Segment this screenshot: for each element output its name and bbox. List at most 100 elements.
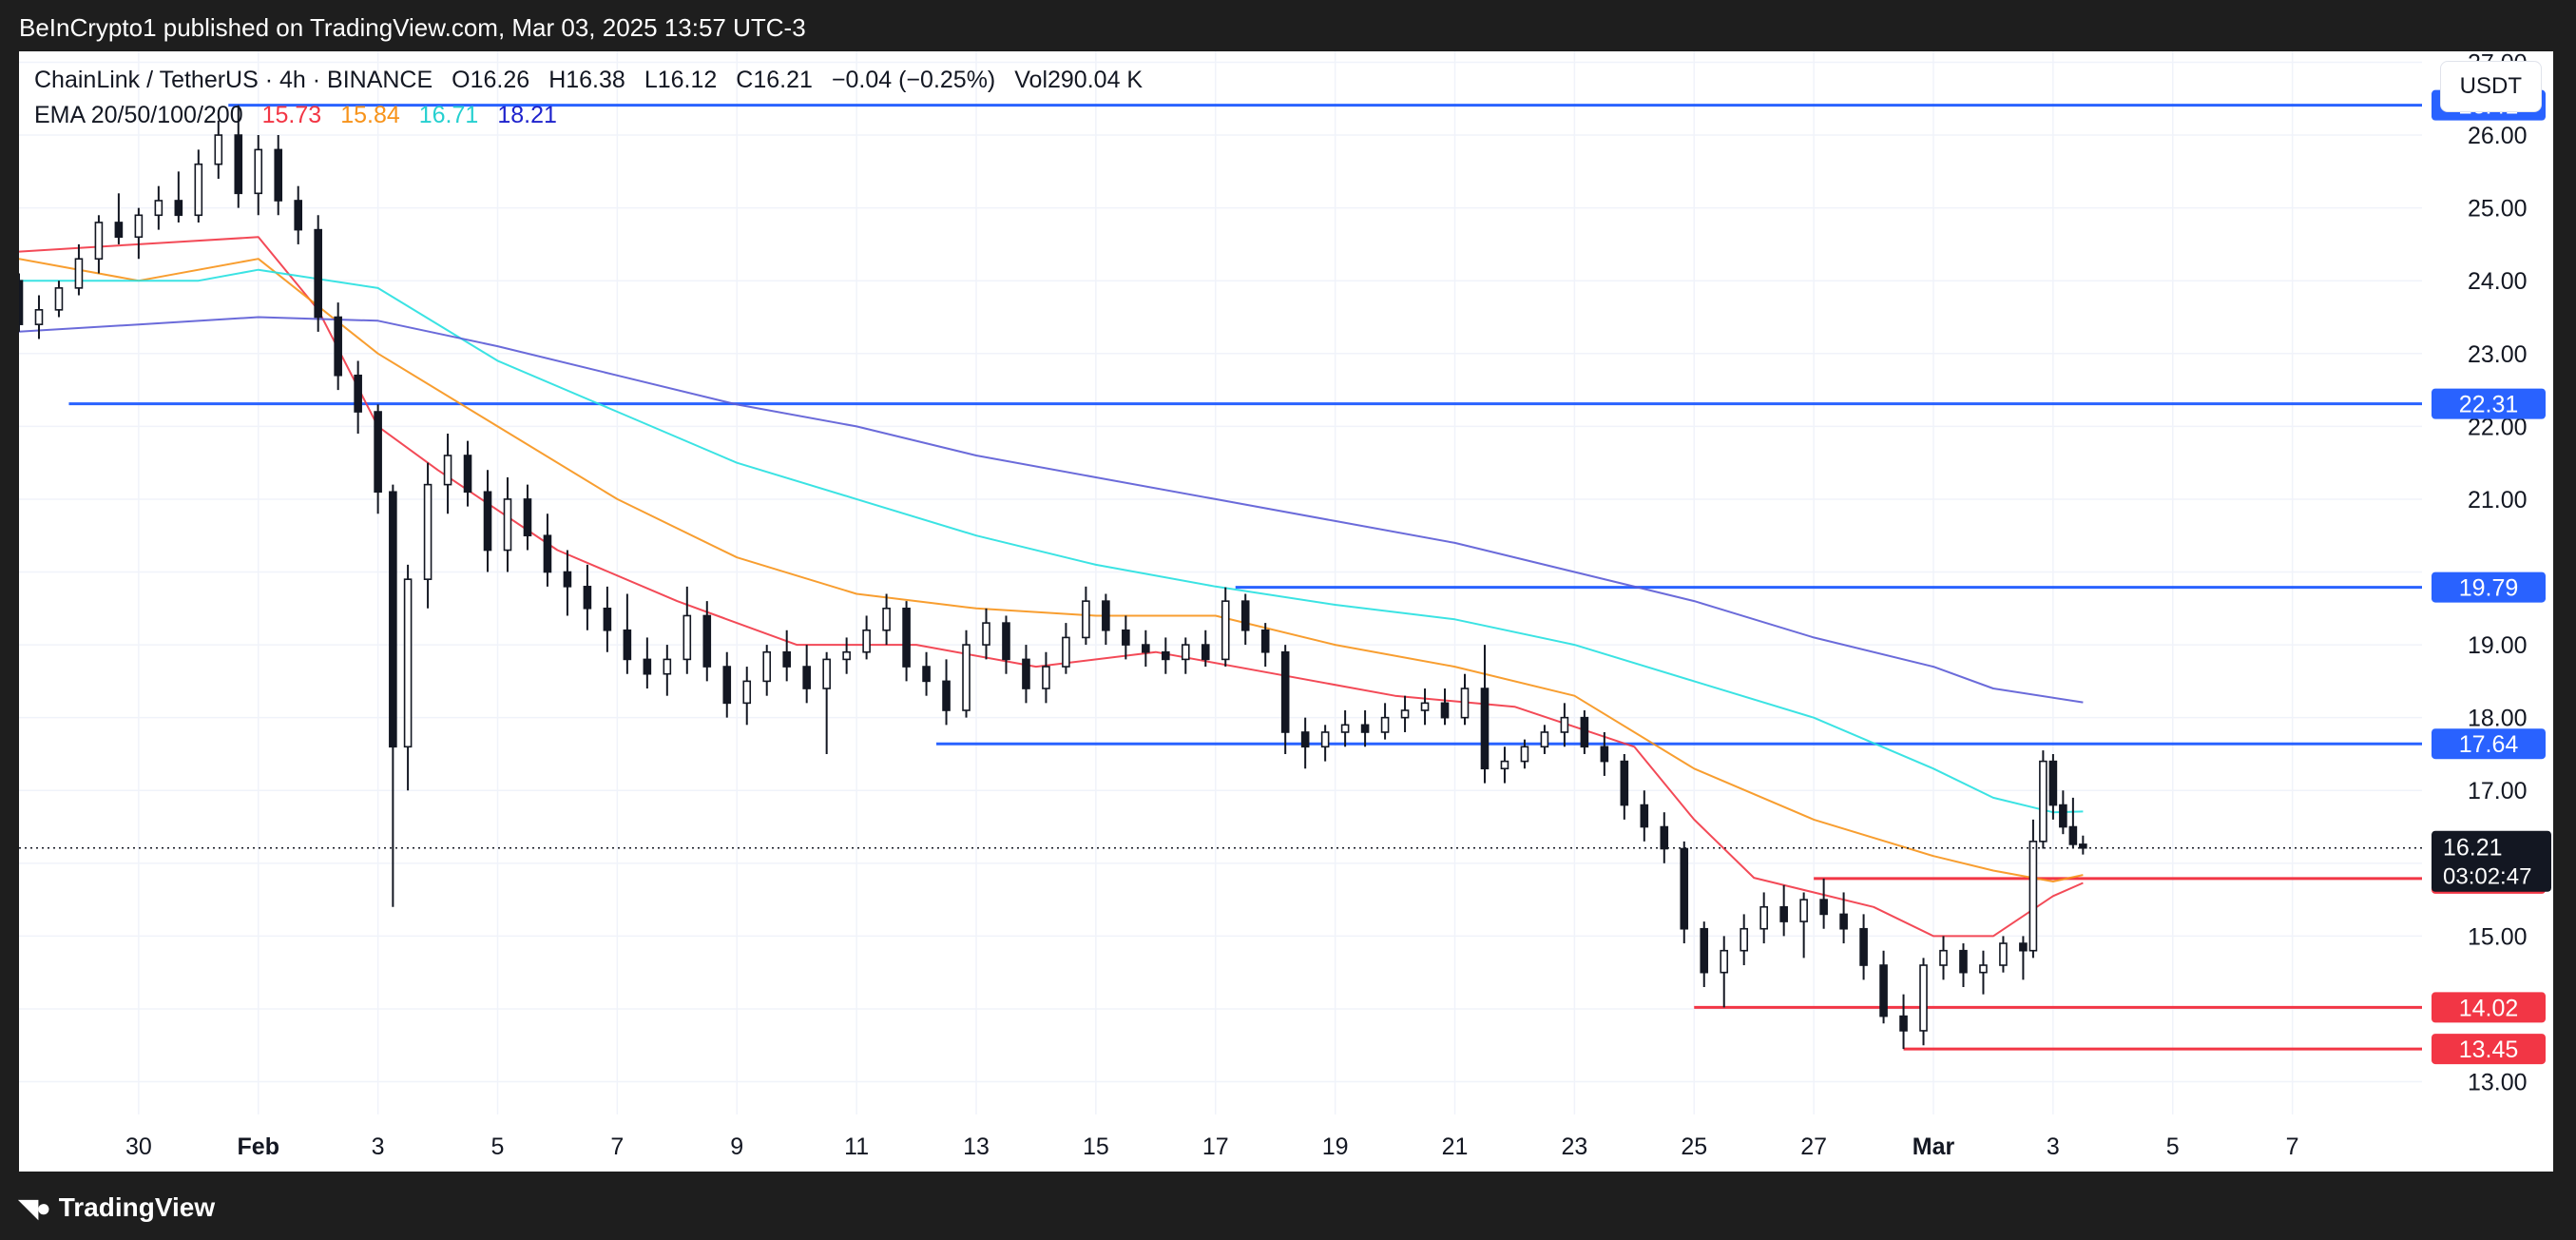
level-price-tag: 13.45 bbox=[2432, 1034, 2546, 1065]
candle-body-up bbox=[842, 650, 851, 661]
candle-body-up bbox=[962, 644, 971, 711]
currency-button[interactable]: USDT bbox=[2439, 61, 2542, 112]
candle-body-down bbox=[1440, 702, 1450, 719]
candle-body-up bbox=[1759, 905, 1768, 930]
candle-body-up bbox=[1420, 702, 1430, 711]
candle bbox=[114, 193, 124, 244]
candle bbox=[1142, 630, 1150, 668]
candle-body-up bbox=[1520, 746, 1529, 763]
candle bbox=[1999, 936, 2008, 973]
x-tick-label: 5 bbox=[2166, 1133, 2180, 1160]
tradingview-logo[interactable]: ◥● TradingView bbox=[19, 1192, 215, 1223]
candle bbox=[1102, 593, 1110, 646]
level-tag-bg bbox=[2432, 1034, 2546, 1065]
candle bbox=[663, 645, 672, 696]
candle-body-down bbox=[802, 666, 811, 689]
y-tick-label: 24.00 bbox=[2468, 268, 2528, 295]
x-tick-label: 9 bbox=[730, 1133, 743, 1160]
candle-body-down bbox=[389, 491, 397, 748]
candle-body-down bbox=[1002, 622, 1010, 661]
chart-panel[interactable]: 13.00 15.00 17.00 18.00 19.00 21.00 22.00 23.00… bbox=[14, 49, 2553, 1172]
x-tick-label: 5 bbox=[491, 1133, 505, 1160]
x-tick-label: 25 bbox=[1681, 1133, 1707, 1160]
candle bbox=[134, 207, 144, 260]
candle bbox=[922, 651, 931, 696]
candle bbox=[1720, 936, 1729, 1008]
candle-body-up bbox=[443, 455, 452, 486]
candle-body-up bbox=[1181, 644, 1190, 661]
ema-legend-row[interactable]: EMA 20/50/100/200 15.73 15.84 16.71 18.2… bbox=[34, 102, 1143, 129]
candle bbox=[1460, 673, 1470, 726]
candle bbox=[1939, 936, 1948, 980]
candle bbox=[603, 586, 612, 652]
x-tick-label: 7 bbox=[2286, 1133, 2299, 1160]
candle bbox=[1919, 958, 1928, 1046]
candle bbox=[2019, 936, 2028, 980]
candlestick-chart[interactable]: 13.0015.0017.0018.0019.0021.0022.0023.00… bbox=[14, 49, 2553, 1172]
ema-50-value: 15.84 bbox=[340, 102, 400, 128]
candle-body-down bbox=[334, 316, 342, 377]
candle bbox=[234, 105, 243, 208]
candle bbox=[1560, 703, 1569, 747]
candle-body-down bbox=[1102, 600, 1110, 631]
x-tick-label: 19 bbox=[1322, 1133, 1349, 1160]
candle-body-up bbox=[34, 309, 44, 325]
candle bbox=[1819, 878, 1828, 929]
level-tag-label: 14.02 bbox=[2459, 995, 2519, 1021]
publish-info-text: BeInCrypto1 published on TradingView.com… bbox=[19, 13, 806, 42]
symbol-pair[interactable]: ChainLink / TetherUS bbox=[34, 67, 259, 93]
candle bbox=[1300, 717, 1310, 769]
x-tick-label: Feb bbox=[238, 1133, 279, 1160]
candle bbox=[882, 593, 891, 646]
candle bbox=[2068, 797, 2078, 849]
candle-body-up bbox=[94, 222, 104, 261]
candle bbox=[174, 171, 183, 223]
symbol-interval[interactable]: 4h bbox=[279, 67, 306, 93]
candle bbox=[543, 513, 552, 587]
candle-body-up bbox=[1062, 636, 1070, 668]
candle bbox=[274, 135, 283, 216]
candle bbox=[1600, 731, 1609, 776]
candle bbox=[1360, 710, 1370, 747]
x-tick-label: 7 bbox=[610, 1133, 624, 1160]
candle-body-up bbox=[1999, 942, 2008, 966]
candle-body-up bbox=[423, 483, 433, 580]
candle-body-up bbox=[74, 258, 84, 289]
candle-body-down bbox=[722, 666, 732, 705]
candle bbox=[942, 659, 951, 726]
level-tag-label: 22.31 bbox=[2459, 392, 2519, 418]
ema-100-value: 16.71 bbox=[418, 102, 479, 128]
x-tick-label: 15 bbox=[1083, 1133, 1109, 1160]
candle bbox=[1162, 637, 1170, 674]
candle-body-down bbox=[603, 608, 612, 631]
y-tick-label: 19.00 bbox=[2468, 632, 2528, 659]
candle-body-down bbox=[2068, 825, 2078, 845]
candle-body-up bbox=[503, 498, 512, 552]
x-tick-label: 27 bbox=[1800, 1133, 1827, 1160]
candle-body-up bbox=[1979, 964, 1988, 974]
candle-body-down bbox=[1142, 644, 1150, 653]
candle bbox=[1759, 892, 1768, 944]
candle bbox=[1540, 725, 1549, 754]
candle-body-down bbox=[463, 455, 472, 494]
candle bbox=[1899, 994, 1908, 1050]
level-tag-bg bbox=[2432, 992, 2546, 1023]
candle-body-up bbox=[862, 629, 871, 653]
candle-body-up bbox=[1939, 949, 1948, 966]
candle bbox=[1082, 586, 1090, 646]
candle bbox=[2048, 753, 2058, 820]
candle bbox=[1680, 841, 1689, 944]
candle-body-up bbox=[1400, 709, 1410, 719]
candle-body-down bbox=[1260, 629, 1270, 653]
candle bbox=[1380, 703, 1390, 740]
candle bbox=[1420, 688, 1430, 726]
ema-20-value: 15.73 bbox=[261, 102, 322, 128]
candle-body-down bbox=[2059, 804, 2067, 828]
candle-body-down bbox=[1620, 760, 1629, 806]
candle-body-up bbox=[54, 287, 64, 311]
candle bbox=[1181, 637, 1190, 674]
x-tick-label: 11 bbox=[844, 1133, 869, 1160]
candle bbox=[1320, 725, 1330, 762]
candle bbox=[154, 185, 163, 230]
